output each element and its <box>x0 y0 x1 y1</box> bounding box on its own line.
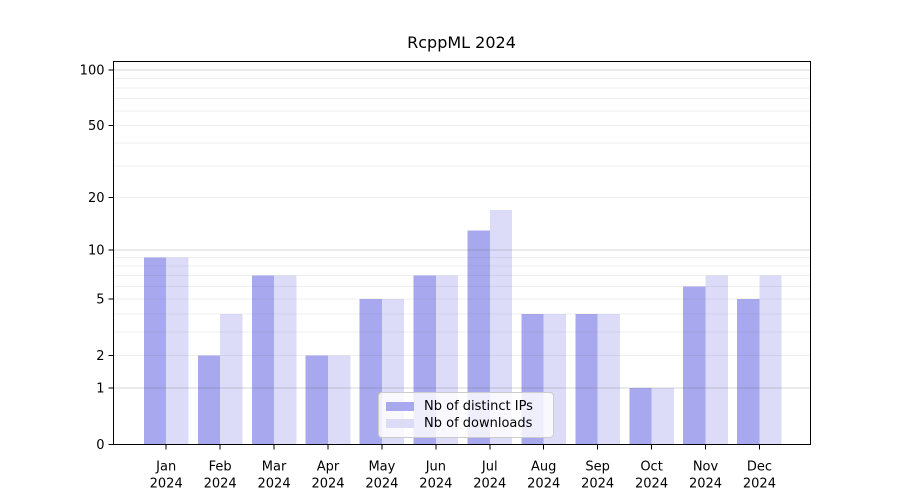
bar-distinct-ips-may <box>359 299 382 445</box>
x-tick-label-year-feb: 2024 <box>204 477 237 492</box>
y-tick-label: 1 <box>96 382 104 397</box>
x-tick-label-year-mar: 2024 <box>258 477 291 492</box>
bar-distinct-ips-jul <box>467 230 490 445</box>
x-tick-label-month-dec: Dec <box>747 460 772 475</box>
x-tick-label-month-feb: Feb <box>209 460 232 475</box>
bar-distinct-ips-oct <box>629 388 652 445</box>
x-tick-label-year-oct: 2024 <box>635 477 668 492</box>
bar-downloads-feb <box>220 313 243 445</box>
x-tick-label-year-may: 2024 <box>365 477 398 492</box>
x-tick-label-month-sep: Sep <box>585 460 610 475</box>
x-tick-label-month-apr: Apr <box>317 460 340 475</box>
x-tick-label-month-may: May <box>368 460 395 475</box>
bar-downloads-dec <box>759 275 782 445</box>
bar-distinct-ips-apr <box>305 355 328 445</box>
x-tick-label-year-apr: 2024 <box>311 477 344 492</box>
bar-distinct-ips-nov <box>683 286 706 445</box>
x-tick-label-year-sep: 2024 <box>581 477 614 492</box>
bar-distinct-ips-mar <box>251 275 275 445</box>
x-tick-label-month-aug: Aug <box>531 460 556 475</box>
x-tick-label-year-aug: 2024 <box>527 477 560 492</box>
bar-distinct-ips-feb <box>197 355 221 445</box>
x-tick-label-month-oct: Oct <box>640 460 662 475</box>
bar-distinct-ips-jan <box>143 257 167 445</box>
legend-swatch-distinct-ips <box>386 402 414 411</box>
legend: Nb of distinct IPs Nb of downloads <box>378 392 554 438</box>
legend-item-distinct-ips: Nb of distinct IPs <box>386 398 545 415</box>
bar-downloads-nov <box>705 275 728 445</box>
x-tick-label-month-mar: Mar <box>262 460 287 475</box>
y-tick-label: 50 <box>88 119 105 134</box>
legend-label-distinct-ips: Nb of distinct IPs <box>424 399 533 414</box>
bar-downloads-jan <box>166 257 189 445</box>
x-tick-label-month-jun: Jun <box>425 460 446 475</box>
bar-downloads-oct <box>651 388 674 445</box>
bar-downloads-apr <box>327 355 351 445</box>
y-tick-label: 2 <box>96 349 104 364</box>
x-tick-label-month-nov: Nov <box>693 460 719 475</box>
y-tick-label: 0 <box>96 438 104 453</box>
y-tick-label: 20 <box>88 191 105 206</box>
axis-frame <box>113 61 811 445</box>
x-tick-label-year-dec: 2024 <box>743 477 776 492</box>
bar-downloads-mar <box>274 275 297 445</box>
legend-item-downloads: Nb of downloads <box>386 415 545 432</box>
bar-distinct-ips-sep <box>575 313 598 445</box>
legend-swatch-downloads <box>386 419 414 428</box>
y-tick-label: 10 <box>88 243 105 258</box>
x-tick-label-year-jun: 2024 <box>419 477 452 492</box>
bar-downloads-sep <box>597 313 620 445</box>
x-tick-label-year-nov: 2024 <box>689 477 722 492</box>
y-tick-label: 100 <box>80 63 105 78</box>
legend-label-downloads: Nb of downloads <box>424 416 533 431</box>
x-tick-label-month-jul: Jul <box>481 460 498 475</box>
bar-distinct-ips-dec <box>737 299 760 445</box>
y-tick-label: 5 <box>96 293 104 308</box>
bar-downloads-jul <box>489 209 513 445</box>
chart-title: RcppML 2024 <box>407 33 516 52</box>
x-tick-label-year-jan: 2024 <box>150 477 183 492</box>
x-tick-label-year-jul: 2024 <box>473 477 506 492</box>
x-tick-label-month-jan: Jan <box>155 460 176 475</box>
